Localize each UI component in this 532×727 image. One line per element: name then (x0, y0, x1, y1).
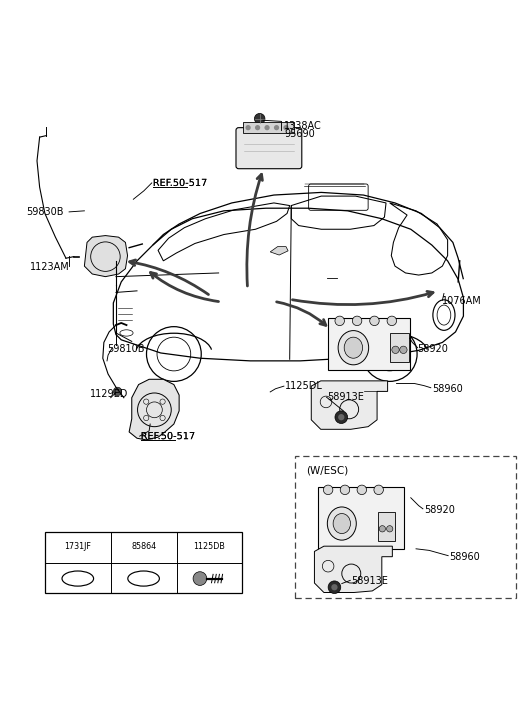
Circle shape (323, 485, 333, 494)
Circle shape (374, 485, 384, 494)
Text: 59830B: 59830B (27, 207, 64, 217)
Circle shape (379, 526, 386, 532)
Circle shape (274, 125, 279, 130)
Circle shape (400, 346, 407, 353)
Circle shape (193, 571, 207, 585)
Text: 85864: 85864 (131, 542, 156, 551)
Bar (318, 486, 404, 549)
Text: 58960: 58960 (449, 552, 480, 562)
Text: 58960: 58960 (432, 384, 463, 394)
Text: 58920: 58920 (424, 505, 455, 515)
Polygon shape (85, 236, 128, 277)
Circle shape (357, 485, 367, 494)
Text: 1076AM: 1076AM (443, 297, 482, 306)
Bar (295, 456, 516, 598)
Text: REF.50-517: REF.50-517 (140, 431, 195, 441)
Bar (378, 512, 395, 541)
Text: 1125DB: 1125DB (194, 542, 226, 551)
Circle shape (264, 125, 270, 130)
Ellipse shape (333, 513, 351, 534)
Text: 95690: 95690 (285, 129, 315, 139)
Text: REF.50-517: REF.50-517 (153, 178, 207, 188)
Circle shape (335, 411, 347, 424)
Polygon shape (314, 546, 392, 593)
Circle shape (352, 316, 362, 326)
Circle shape (254, 113, 265, 124)
Text: 1123AM: 1123AM (30, 262, 70, 272)
Ellipse shape (338, 331, 369, 365)
Circle shape (113, 387, 122, 395)
Text: 59810B: 59810B (107, 344, 145, 354)
Text: 1731JF: 1731JF (64, 542, 91, 551)
Ellipse shape (327, 507, 356, 540)
FancyBboxPatch shape (236, 128, 302, 169)
Circle shape (387, 316, 396, 326)
Circle shape (338, 414, 344, 420)
Bar (328, 318, 410, 370)
Circle shape (255, 125, 260, 130)
Ellipse shape (344, 337, 363, 358)
Text: 58920: 58920 (418, 344, 448, 354)
Bar (390, 333, 409, 362)
Bar (243, 122, 294, 134)
Circle shape (392, 346, 399, 353)
Circle shape (331, 584, 338, 590)
Text: 1338AC: 1338AC (285, 121, 322, 131)
Text: (W/ESC): (W/ESC) (306, 465, 349, 475)
Bar (45, 532, 242, 593)
Text: 58913E: 58913E (328, 392, 364, 402)
Circle shape (245, 125, 251, 130)
Circle shape (335, 316, 344, 326)
Polygon shape (129, 379, 179, 440)
Text: 58913E: 58913E (351, 576, 388, 586)
Circle shape (387, 526, 393, 532)
Polygon shape (270, 246, 288, 255)
Polygon shape (311, 381, 388, 430)
Circle shape (370, 316, 379, 326)
Text: 1129ED: 1129ED (89, 388, 128, 398)
Circle shape (340, 485, 350, 494)
Circle shape (284, 125, 289, 130)
Text: 1125DL: 1125DL (285, 381, 323, 391)
Circle shape (328, 581, 341, 593)
